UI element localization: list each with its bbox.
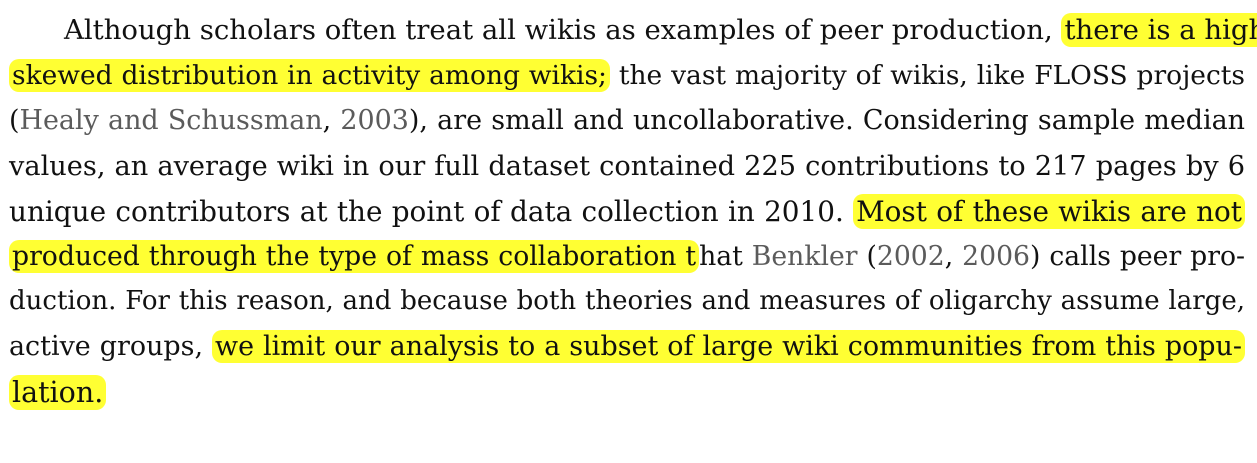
highlight[interactable]: we limit our analysis to a subset of lar… (212, 330, 1245, 364)
highlight[interactable]: lation. (9, 374, 107, 410)
paragraph-line-5: unique contributors at the point of data… (9, 189, 1245, 234)
text-segment: unique contributors at the point of data… (9, 194, 854, 228)
paragraph: Although scholars often treat all wikis … (9, 8, 1257, 415)
text-segment: active groups, (9, 331, 213, 363)
paragraph-line-2: skewed distribution in activity among wi… (9, 53, 1245, 98)
paragraph-line-1: Although scholars often treat all wikis … (9, 8, 1257, 53)
text-segment: the vast majority of wikis, like FLOSS p… (609, 60, 1246, 92)
highlight[interactable]: produced through the type of mass collab… (9, 239, 700, 273)
citation-link[interactable]: 2003 (340, 105, 409, 137)
text-segment: hat (699, 240, 752, 272)
citation-link[interactable]: Healy and Schussman (19, 105, 323, 137)
text-segment: Although scholars often treat all wikis … (64, 14, 1062, 46)
paragraph-line-7: duction. For this reason, and because bo… (9, 279, 1245, 324)
text-segment: , (322, 105, 341, 137)
text-segment: ( (9, 105, 20, 137)
text-segment: values, an average wiki in our full data… (9, 150, 1245, 182)
citation-link[interactable]: 2006 (962, 240, 1030, 272)
text-segment: duction. For this reason, and because bo… (9, 286, 1245, 317)
highlight[interactable]: skewed distribution in activity among wi… (9, 59, 610, 93)
paragraph-line-9: lation. (9, 370, 1245, 415)
highlight[interactable]: Most of these wikis are not (853, 193, 1245, 229)
citation-link[interactable]: 2002 (876, 240, 945, 272)
paragraph-line-3: (Healy and Schussman, 2003), are small a… (9, 98, 1245, 143)
highlight[interactable]: there is a highly (1061, 13, 1257, 47)
citation-link[interactable]: Benkler (751, 240, 858, 272)
text-segment: , (944, 240, 963, 272)
text-segment: ) calls peer pro- (1030, 240, 1246, 272)
paragraph-line-6: produced through the type of mass collab… (9, 234, 1245, 279)
text-segment: ( (857, 240, 877, 272)
text-segment: ), are small and uncollaborative. Consid… (408, 105, 1245, 137)
paragraph-line-4: values, an average wiki in our full data… (9, 144, 1245, 189)
paragraph-line-8: active groups, we limit our analysis to … (9, 324, 1245, 369)
